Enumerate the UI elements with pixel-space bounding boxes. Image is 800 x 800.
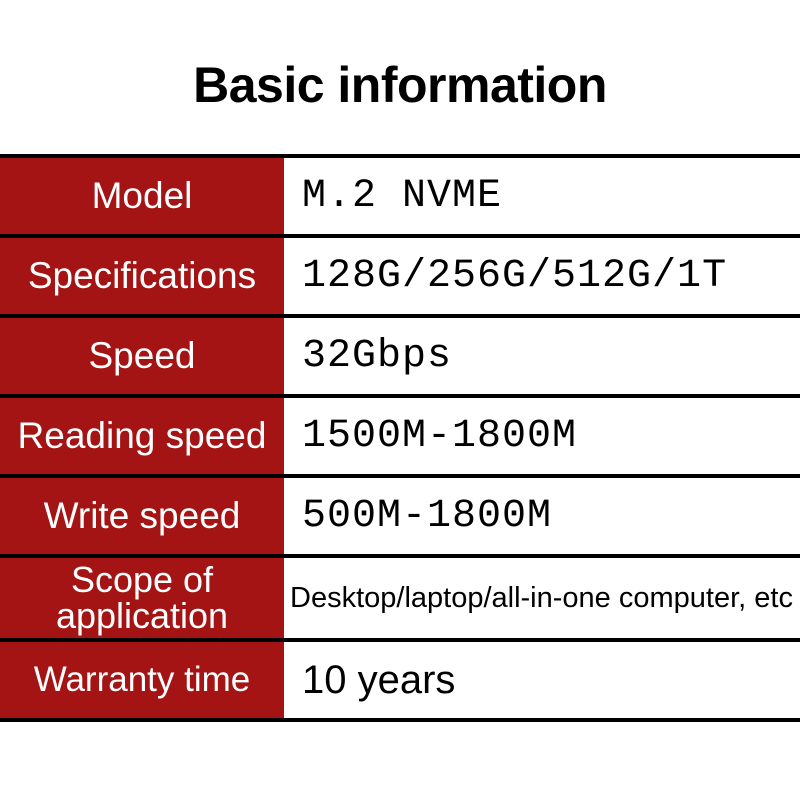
row-value-write-speed: 500M-1800M bbox=[284, 478, 800, 554]
row-label-reading-speed: Reading speed bbox=[0, 398, 284, 474]
row-value-model: M.2 NVME bbox=[284, 158, 800, 234]
row-value-warranty: 10 years bbox=[284, 642, 800, 718]
table-row: Speed 32Gbps bbox=[0, 314, 800, 394]
table-row: Specifications 128G/256G/512G/1T bbox=[0, 234, 800, 314]
row-value-specifications: 128G/256G/512G/1T bbox=[284, 238, 800, 314]
row-label-scope-line1: Scope of bbox=[71, 562, 213, 598]
table-row: Scope of application Desktop/laptop/all-… bbox=[0, 554, 800, 638]
row-label-model: Model bbox=[0, 158, 284, 234]
spec-table: Model M.2 NVME Specifications 128G/256G/… bbox=[0, 154, 800, 722]
row-value-scope: Desktop/laptop/all-in-one computer, etc bbox=[284, 558, 800, 638]
row-label-write-speed: Write speed bbox=[0, 478, 284, 554]
table-row: Warranty time 10 years bbox=[0, 638, 800, 722]
row-value-reading-speed: 1500M-1800M bbox=[284, 398, 800, 474]
row-label-speed: Speed bbox=[0, 318, 284, 394]
table-row: Model M.2 NVME bbox=[0, 154, 800, 234]
row-label-scope: Scope of application bbox=[0, 558, 284, 638]
infographic-container: Basic information Model M.2 NVME Specifi… bbox=[0, 0, 800, 800]
row-label-warranty: Warranty time bbox=[0, 642, 284, 718]
row-value-speed: 32Gbps bbox=[284, 318, 800, 394]
table-row: Reading speed 1500M-1800M bbox=[0, 394, 800, 474]
table-row: Write speed 500M-1800M bbox=[0, 474, 800, 554]
page-title: Basic information bbox=[0, 0, 800, 154]
row-label-scope-line2: application bbox=[56, 598, 228, 634]
row-label-specifications: Specifications bbox=[0, 238, 284, 314]
